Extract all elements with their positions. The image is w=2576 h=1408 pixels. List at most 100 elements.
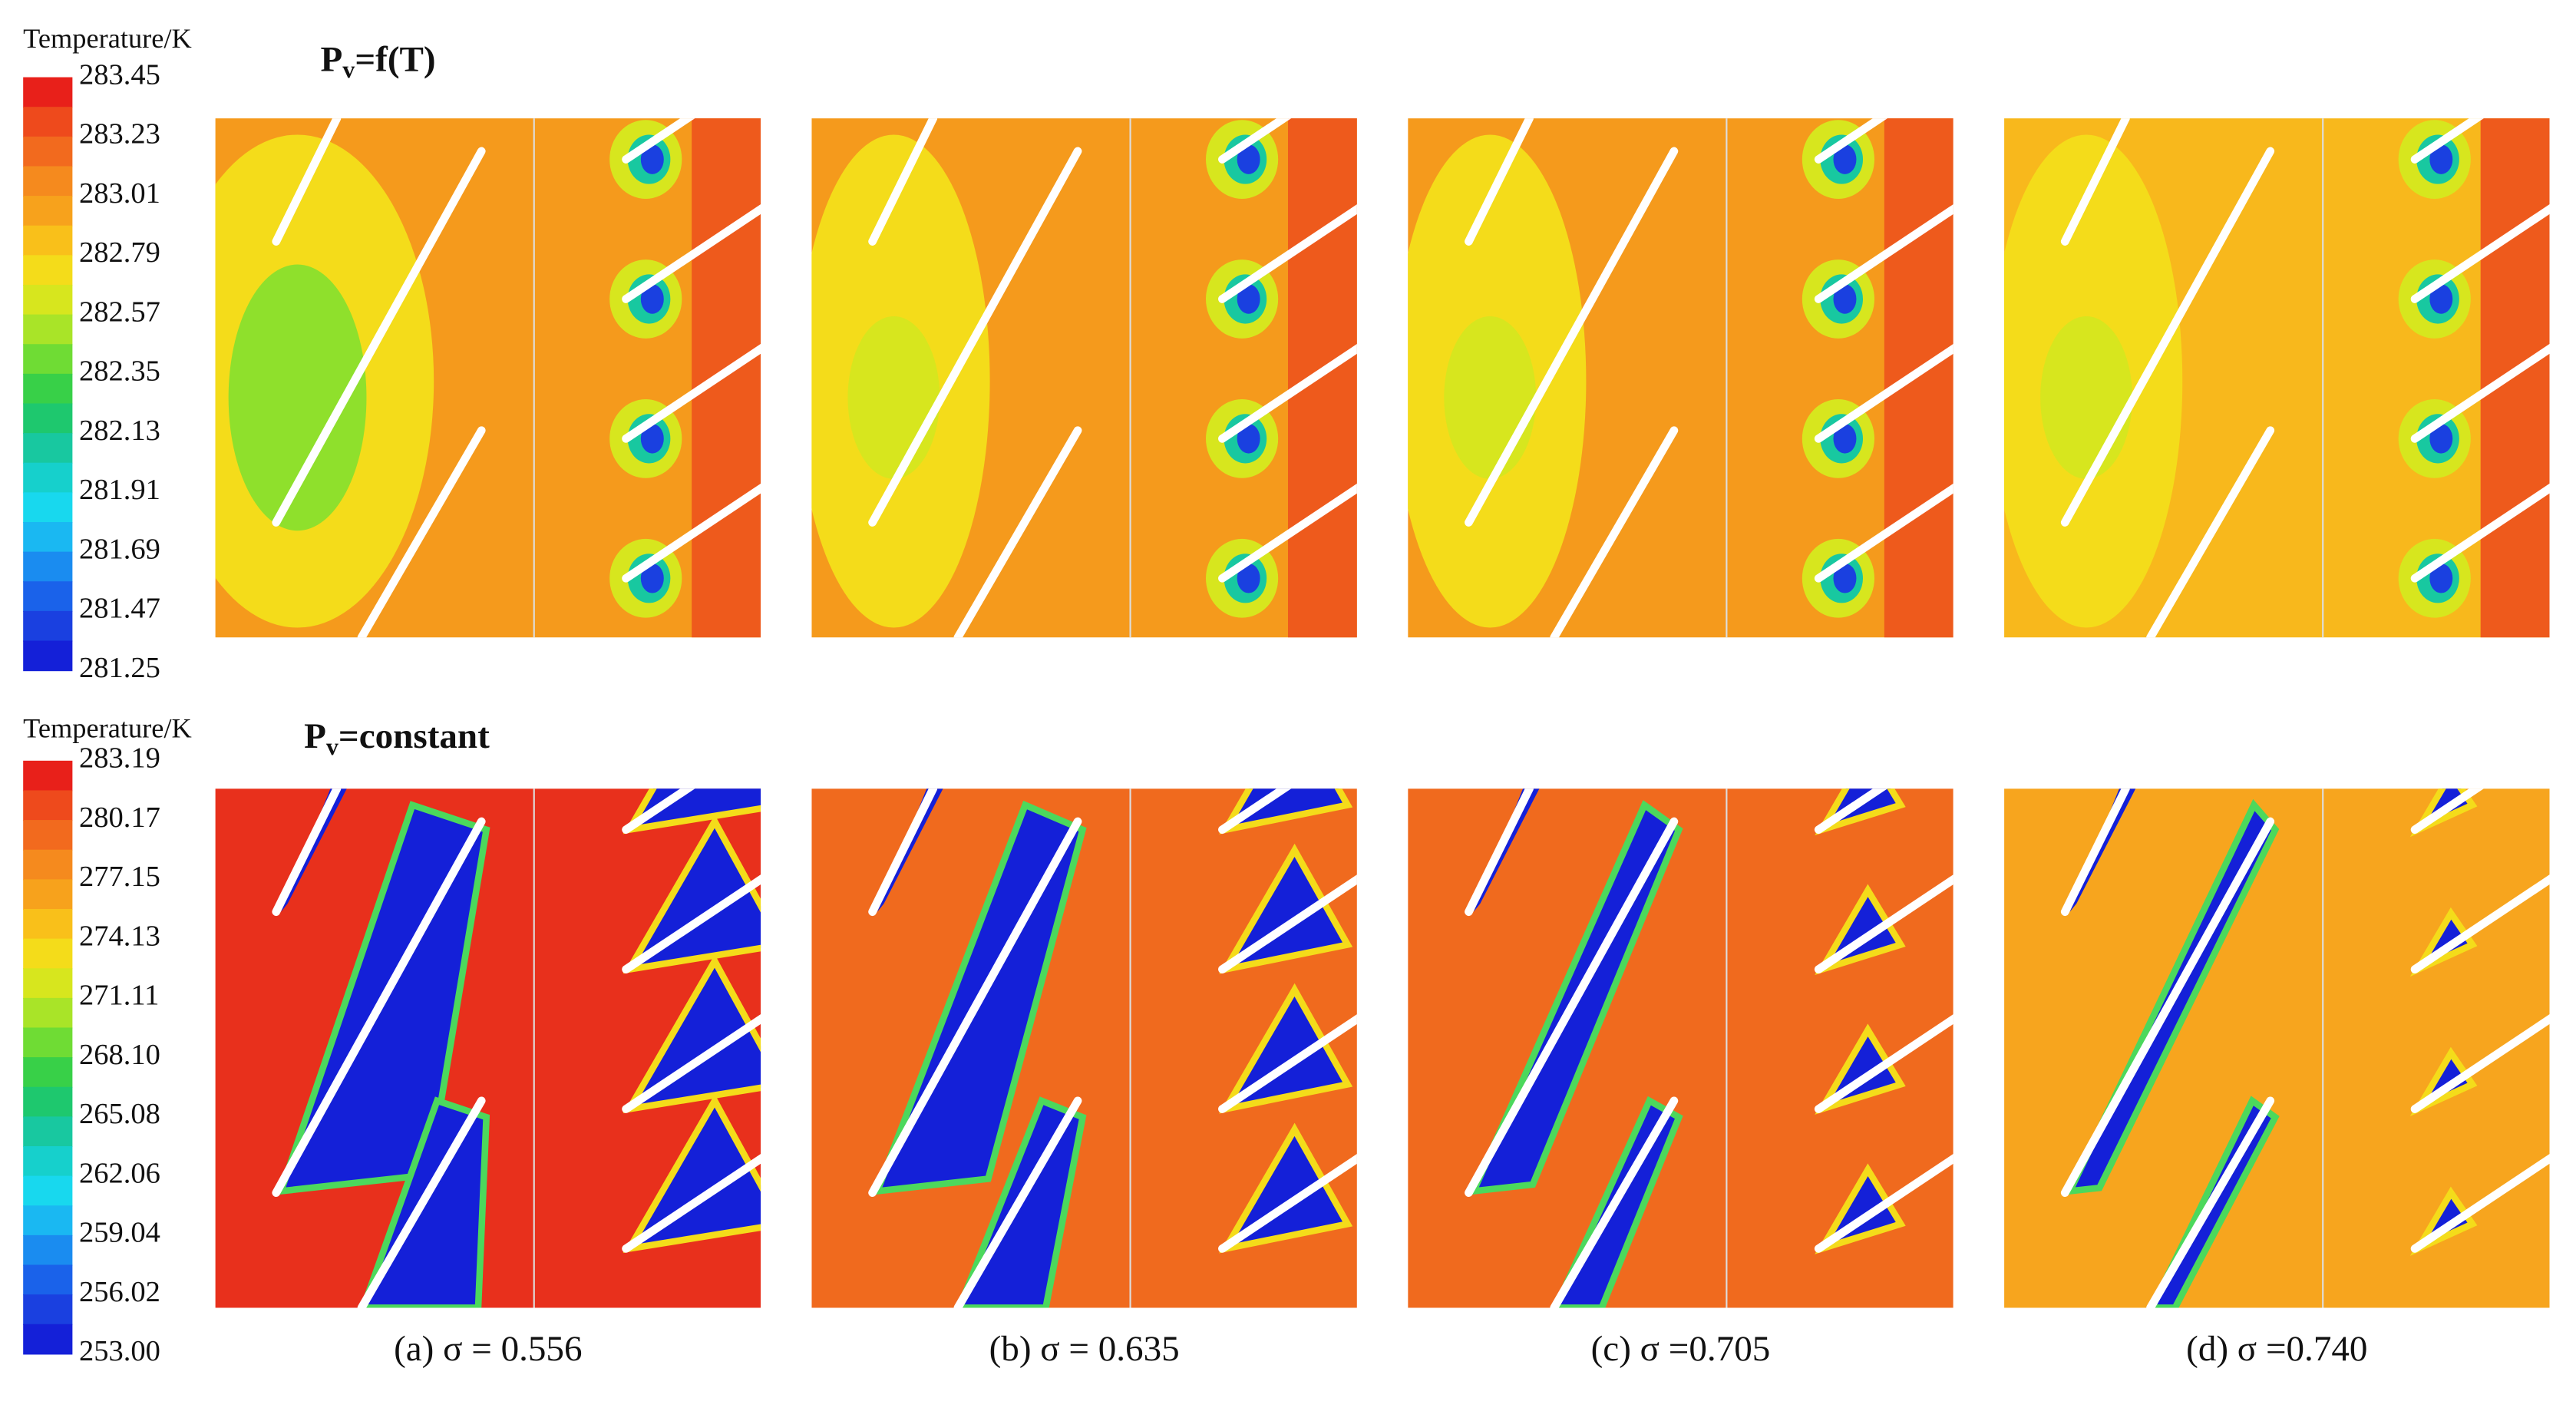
cool-region	[228, 264, 367, 531]
label-subscript: v	[326, 732, 339, 760]
colorbar: 283.19 280.17 277.15 274.13 271.11 268.10 265.…	[23, 742, 160, 1367]
colorbar-band	[23, 997, 73, 1029]
colorbar-band	[23, 492, 73, 524]
blade	[1550, 1096, 1679, 1308]
blob	[1237, 144, 1260, 174]
outlet-zone	[2480, 118, 2550, 638]
colorbar-tick-label: 253.00	[79, 1335, 160, 1367]
caption: (a) σ = 0.556	[394, 1329, 582, 1369]
colorbar-band	[23, 521, 73, 553]
colorbar-band	[23, 462, 73, 494]
contour-panel	[811, 788, 1357, 1308]
outlet-zone	[692, 118, 761, 638]
colorbar-band	[23, 849, 73, 881]
colorbar-band	[23, 551, 73, 583]
colorbar-band	[23, 908, 73, 940]
blob	[1833, 284, 1857, 314]
blade	[622, 788, 695, 835]
contour-panel	[1408, 788, 1953, 1308]
colorbar-band	[23, 166, 73, 197]
colorbar-band	[23, 581, 73, 612]
colorbar-band	[23, 314, 73, 345]
cold-region	[1219, 983, 1353, 1114]
blade	[1218, 1153, 1357, 1253]
cold-region	[1219, 1122, 1353, 1254]
colorbar-tick-label: 283.19	[79, 742, 160, 775]
colorbar-tick-label: 271.11	[79, 980, 160, 1012]
blade	[357, 426, 486, 638]
blade	[357, 1096, 486, 1308]
label-expression: =f(T)	[355, 39, 435, 79]
blob	[1833, 144, 1857, 174]
colorbar-band	[23, 196, 73, 226]
blade	[622, 874, 761, 973]
colorbar-tick-label: 277.15	[79, 861, 160, 893]
label-symbol: P	[321, 39, 343, 79]
colorbar-band	[23, 1145, 73, 1177]
colorbar-band	[23, 1027, 73, 1059]
cold-region	[1473, 788, 1540, 912]
colorbar-band	[23, 1086, 73, 1118]
blade	[1465, 147, 1679, 527]
colorbar-band	[23, 255, 73, 286]
contour-panel	[1408, 118, 1953, 638]
cold-region	[623, 788, 761, 835]
colorbar-band	[23, 1234, 73, 1266]
colorbar-tick-label: 281.25	[79, 652, 160, 684]
blade	[1218, 788, 1292, 835]
blade	[1465, 817, 1679, 1198]
blade	[2410, 1014, 2550, 1113]
blade	[1465, 118, 1534, 246]
contour-panel	[2004, 788, 2550, 1308]
blade	[1550, 426, 1679, 638]
blade	[2410, 204, 2550, 303]
colorbar-tick-label: 283.01	[79, 177, 160, 210]
colorbar-band	[23, 373, 73, 405]
blade	[2060, 147, 2275, 527]
blade	[868, 788, 938, 917]
blade	[1814, 874, 1953, 973]
blade	[1465, 788, 1534, 917]
colorbar-tick-label: 282.79	[79, 236, 160, 269]
colorbar-tick-label: 262.06	[79, 1157, 160, 1189]
colorbar-tick-label: 282.13	[79, 415, 160, 447]
blade	[2410, 788, 2484, 835]
colorbar-tick-label: 282.57	[79, 296, 160, 328]
colorbar-band	[23, 107, 73, 137]
blade	[953, 426, 1082, 638]
colorbar-band	[23, 610, 73, 642]
colorbar-tick-label: 265.08	[79, 1098, 160, 1130]
cold-region	[877, 788, 943, 912]
colorbar-tick-label: 256.02	[79, 1276, 160, 1308]
blade	[2060, 817, 2275, 1198]
blade	[622, 1153, 761, 1253]
caption: (b) σ = 0.635	[989, 1329, 1180, 1369]
blade	[1814, 343, 1953, 443]
blade	[272, 147, 486, 527]
colorbar-band	[23, 760, 73, 792]
colorbar-tick-label: 283.45	[79, 58, 160, 91]
cool-region	[1444, 316, 1537, 479]
blade	[2410, 1153, 2550, 1253]
label-symbol: P	[304, 716, 326, 756]
cold-region	[281, 788, 347, 912]
caption: (d) σ =0.740	[2186, 1329, 2367, 1369]
contour-panel	[215, 788, 761, 1308]
cold-region	[2069, 788, 2136, 912]
colorbar-band	[23, 225, 73, 256]
colorbar-band	[23, 1324, 73, 1355]
blade	[622, 343, 761, 443]
blade	[1218, 483, 1357, 583]
colorbar-tick-label: 280.17	[79, 802, 160, 834]
colorbar-band	[23, 938, 73, 970]
label-expression: =constant	[339, 716, 490, 756]
colorbar-band	[23, 640, 73, 672]
blade	[1814, 483, 1953, 583]
row-label: Pv=constant	[304, 716, 490, 760]
colorbar-band	[23, 968, 73, 999]
blob	[1237, 564, 1260, 593]
colorbar-tick-label: 268.10	[79, 1039, 160, 1071]
blade	[2060, 118, 2130, 246]
blade	[2410, 874, 2550, 973]
